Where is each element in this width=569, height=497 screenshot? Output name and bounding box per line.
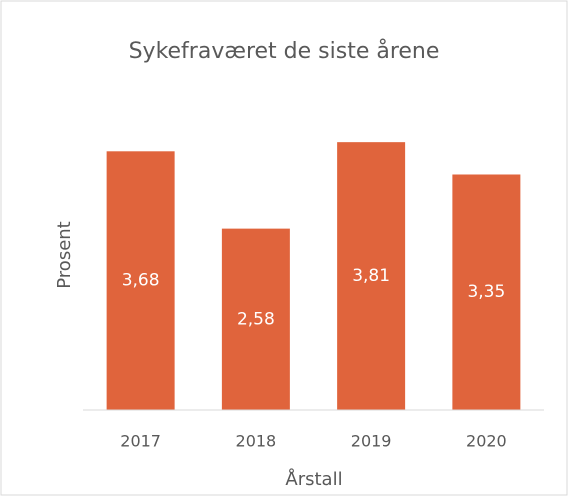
value-label: 3,35 [467, 282, 505, 302]
x-tick-label: 2018 [236, 432, 277, 451]
value-label: 2,58 [237, 309, 275, 329]
bar [337, 142, 406, 411]
chart-title: Sykefraværet de siste årene [129, 38, 440, 64]
x-tick-label: 2019 [351, 432, 392, 451]
bar [452, 174, 521, 410]
y-axis-label: Prosent [54, 221, 75, 288]
value-label: 3,68 [122, 271, 160, 291]
bar [106, 151, 175, 410]
x-tick-label: 2017 [120, 432, 161, 451]
bar [221, 228, 290, 410]
x-tick-label: 2020 [466, 432, 507, 451]
value-label: 3,81 [352, 266, 390, 286]
x-axis-label: Årstall [285, 468, 342, 490]
